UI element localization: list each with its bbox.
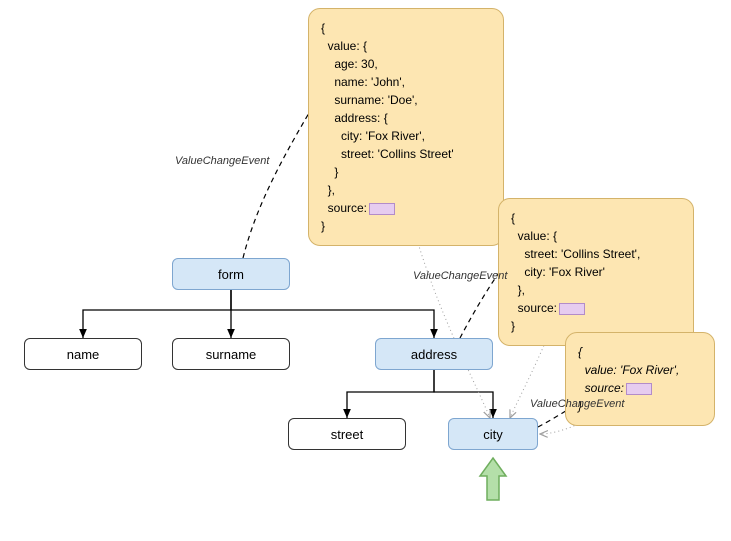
node-address: address bbox=[375, 338, 493, 370]
node-label: city bbox=[483, 427, 503, 442]
callout-address-event: { value: { street: 'Collins Street', cit… bbox=[498, 198, 694, 346]
node-street: street bbox=[288, 418, 406, 450]
edge-label: ValueChangeEvent bbox=[530, 398, 624, 410]
node-name: name bbox=[24, 338, 142, 370]
source-ref-box bbox=[626, 383, 652, 395]
node-label: address bbox=[411, 347, 457, 362]
callout-form-event: { value: { age: 30, name: 'John', surnam… bbox=[308, 8, 504, 246]
source-ref-box bbox=[369, 203, 395, 215]
source-ref-box bbox=[559, 303, 585, 315]
node-label: name bbox=[67, 347, 100, 362]
trigger-arrow-icon bbox=[478, 456, 508, 504]
node-label: form bbox=[218, 267, 244, 282]
callout-city-event: { value: 'Fox River', source: } bbox=[565, 332, 715, 426]
node-form: form bbox=[172, 258, 290, 290]
node-label: street bbox=[331, 427, 364, 442]
edge-label: ValueChangeEvent bbox=[175, 155, 269, 167]
node-city: city bbox=[448, 418, 538, 450]
edge-label: ValueChangeEvent bbox=[413, 270, 507, 282]
node-surname: surname bbox=[172, 338, 290, 370]
node-label: surname bbox=[206, 347, 257, 362]
